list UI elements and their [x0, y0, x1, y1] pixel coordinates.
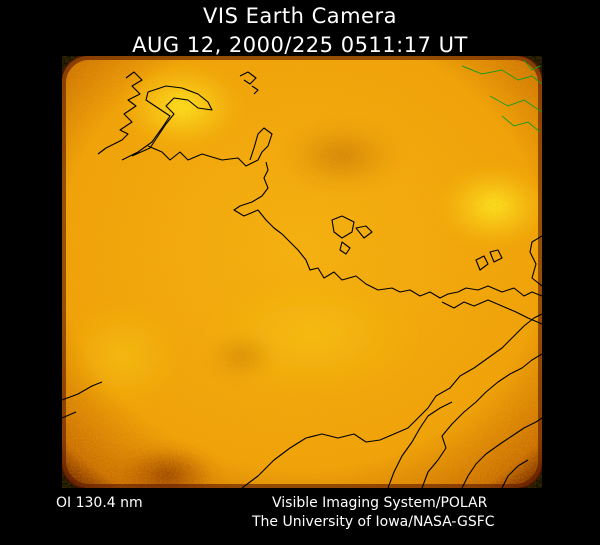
timestamp-title: AUG 12, 2000/225 0511:17 UT: [132, 33, 468, 57]
noise-texture: [62, 56, 542, 488]
system-credit: Visible Imaging System/POLAR: [272, 495, 488, 511]
institution-credit: The University of Iowa/NASA-GSFC: [252, 514, 495, 530]
earth-camera-image: [62, 56, 542, 488]
instrument-title: VIS Earth Camera: [203, 4, 397, 28]
coastline-overlay: [62, 71, 542, 488]
grid-overlay: [461, 59, 542, 133]
edge-vignette: [62, 56, 542, 488]
wavelength-label: OI 130.4 nm: [56, 495, 143, 511]
